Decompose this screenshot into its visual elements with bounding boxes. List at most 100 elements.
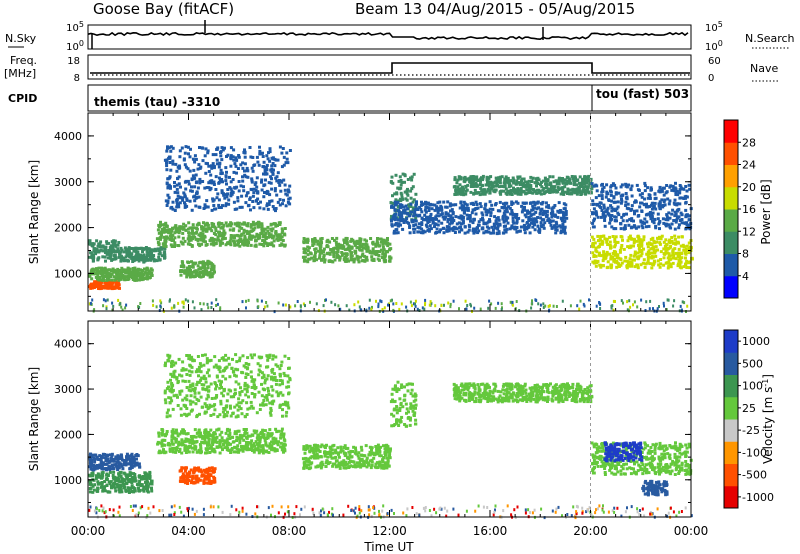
data-cell [529,201,533,205]
data-cell [169,145,173,149]
data-cell [222,193,226,197]
data-cell [578,184,582,188]
data-cell [245,299,247,303]
data-cell [397,209,400,213]
data-cell [180,146,184,150]
data-cell [390,175,394,179]
data-cell [522,224,526,228]
data-cell [269,233,273,237]
data-cell [250,236,254,239]
data-cell [117,255,121,259]
data-cell [112,275,116,279]
data-cell [541,213,545,216]
data-cell [611,235,615,238]
data-cell [473,208,477,212]
data-cell [166,177,170,181]
data-cell [635,183,639,187]
data-cell [509,300,512,304]
data-cell [601,259,605,263]
data-cell [191,450,195,454]
data-cell [674,241,677,245]
data-cell [429,227,433,231]
data-cell [266,225,270,229]
data-cell [602,203,606,207]
data-cell [592,207,596,211]
data-cell [659,250,663,254]
data-cell [643,221,646,225]
data-cell [121,308,124,312]
data-cell [188,267,192,271]
data-cell [220,430,224,434]
data-cell [194,477,198,481]
data-cell [252,164,256,167]
data-cell [209,428,213,432]
data-cell [660,204,664,208]
data-cell [168,176,172,180]
data-cell [188,169,192,173]
data-cell [503,228,507,232]
data-cell [466,304,469,307]
data-cell [566,189,570,193]
data-cell [276,171,280,175]
data-cell [206,151,210,155]
data-cell [463,211,466,215]
data-cell [393,208,397,212]
data-cell [249,225,253,229]
data-cell [273,189,277,193]
data-cell [111,249,115,253]
data-cell [615,256,619,260]
data-cell [516,190,520,194]
data-cell [113,250,117,254]
data-cell [563,213,567,217]
data-cell [620,197,623,201]
data-cell [276,158,280,162]
data-cell [210,164,213,168]
data-cell [283,188,287,192]
data-cell [199,165,203,169]
data-cell [458,307,460,311]
data-cell [244,194,248,198]
data-cell [209,242,213,246]
data-cell [139,255,143,259]
data-cell [361,252,365,256]
data-cell [356,255,360,259]
data-cell [666,218,670,222]
data-cell [120,276,124,280]
data-cell [487,176,490,180]
data-cell [190,244,194,248]
data-cell [679,244,683,248]
data-cell [629,261,633,265]
data-cell [190,185,193,189]
nsky-panel: N.Sky 105 100 105 100 N.Search [5,20,795,53]
data-cell [183,239,187,243]
data-cell [214,175,218,179]
data-cell [108,460,112,463]
data-cell [653,260,657,264]
data-cell [563,190,567,194]
data-cell [115,273,119,277]
data-cell [480,176,483,180]
data-cell [211,223,215,227]
data-cell [559,210,563,214]
data-cell [537,191,541,195]
data-cell [178,196,182,200]
data-cell [490,203,494,207]
data-cell [608,235,612,239]
data-cell [117,275,121,279]
data-cell [516,187,520,191]
data-cell [677,251,681,255]
data-cell [613,240,617,244]
data-cell [216,192,220,196]
data-cell [558,209,562,212]
data-cell [481,174,485,178]
data-cell [282,178,286,182]
data-cell [202,236,206,240]
data-cell [106,268,109,272]
data-cell [411,200,415,204]
data-cell [486,183,490,187]
data-cell [219,206,223,209]
data-cell [566,179,570,183]
data-cell [110,278,114,282]
data-cell [481,216,484,220]
